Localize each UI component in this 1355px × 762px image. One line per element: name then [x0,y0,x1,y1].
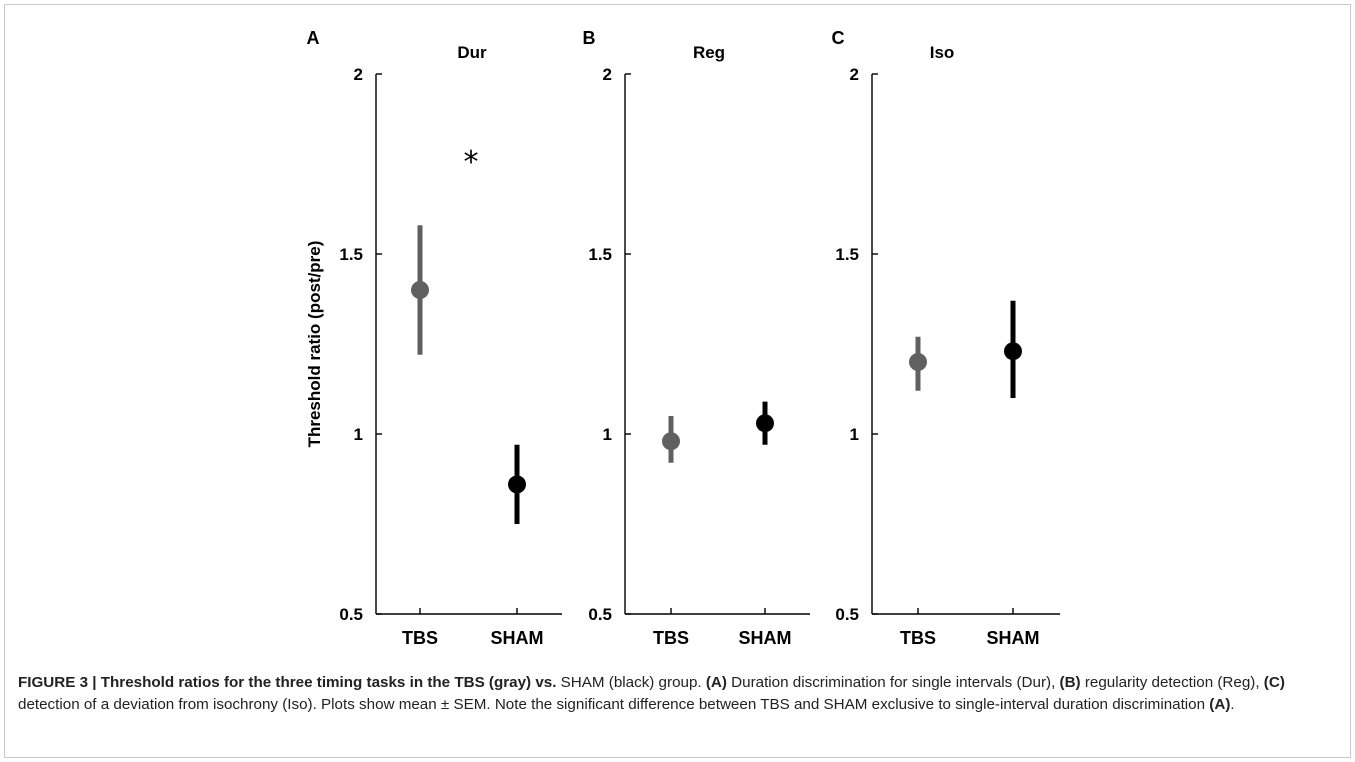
y-tick-label: 2 [603,65,612,84]
caption-text-3: regularity detection (Reg), [1080,674,1264,691]
mean-point [909,353,927,371]
caption-ref-a2: (A) [1209,696,1231,713]
chart-title: Iso [930,43,955,62]
mean-point [662,432,680,451]
caption-ref-a: (A) [705,674,727,691]
figure-svg: 0.5 1 1.5 2 TBS SHAM A Dur Threshold ratio (post… [305,28,1060,648]
y-tick-label: 2 [354,65,363,84]
chart-title: Reg [693,43,725,62]
significance-star: * [464,145,479,180]
caption-text-4: detection of a deviation from isochrony … [18,696,1210,713]
caption-ref-b: (B) [1059,674,1081,691]
y-tick-label: 1.5 [835,245,859,264]
y-tick-label: 0.5 [588,605,612,624]
caption-label: FIGURE 3 | [18,674,101,691]
chart-title: Dur [457,43,487,62]
x-tick-label: TBS [402,628,438,648]
caption-text-2: Duration discrimination for single inter… [726,674,1060,691]
x-tick-label: TBS [653,628,689,648]
x-tick-label: TBS [900,628,936,648]
x-tick-label: SHAM [987,628,1040,648]
caption-text-5: . [1230,696,1235,713]
panel-letter: C [832,28,845,48]
panel-letter: B [583,28,596,48]
caption-text-1: SHAM (black) group. [556,674,706,691]
y-tick-label: 1.5 [588,245,612,264]
caption-ref-c: (C) [1263,674,1285,691]
y-tick-label: 1 [850,425,859,444]
mean-point [411,281,429,299]
mean-point [1004,342,1022,361]
figure-caption: FIGURE 3 | Threshold ratios for the thre… [18,672,1340,716]
y-tick-label: 1.5 [339,245,363,264]
mean-point [508,475,526,494]
figure-frame [4,4,1351,758]
y-axis-label: Threshold ratio (post/pre) [305,241,324,448]
x-tick-label: SHAM [491,628,544,648]
y-tick-label: 1 [603,425,612,444]
panel-letter: A [307,28,320,48]
caption-bold-lead: Threshold ratios for the three timing ta… [100,674,557,691]
y-tick-label: 0.5 [339,605,363,624]
y-tick-label: 1 [354,425,363,444]
x-tick-label: SHAM [739,628,792,648]
mean-point [756,414,774,433]
y-tick-label: 2 [850,65,859,84]
y-tick-label: 0.5 [835,605,859,624]
